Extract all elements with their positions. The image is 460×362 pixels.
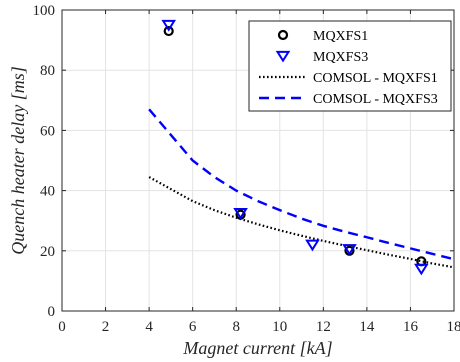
x-tick-label: 8 bbox=[232, 319, 240, 335]
data-point-mqxfs3 bbox=[161, 19, 177, 32]
y-tick-label: 40 bbox=[40, 184, 55, 200]
legend-marker-mqxfs1 bbox=[277, 29, 289, 41]
plot-frame bbox=[61, 9, 455, 312]
data-point-mqxfs3 bbox=[233, 208, 248, 220]
legend-label: MQXFS1 bbox=[313, 29, 368, 44]
x-tick-label: 4 bbox=[145, 319, 153, 335]
axis-ticks: 0 2 4 6 8 10 12 14 16 18 0 20 40 60 80 100 bbox=[33, 3, 460, 335]
data-point-mqxfs3 bbox=[305, 239, 320, 252]
x-tick-label: 14 bbox=[359, 319, 375, 335]
data-point-mqxfs1 bbox=[163, 25, 174, 37]
y-tick-label: 0 bbox=[48, 304, 56, 320]
legend-marker-mqxfs3 bbox=[275, 50, 291, 63]
legend-label: COMSOL - MQXFS1 bbox=[313, 71, 438, 86]
series-layer bbox=[148, 19, 455, 276]
x-axis-title: Magnet current [kA] bbox=[182, 338, 332, 358]
x-tick-label: 2 bbox=[102, 319, 110, 335]
x-tick-label: 18 bbox=[447, 319, 460, 335]
y-tick-label: 60 bbox=[40, 123, 55, 139]
legend-box bbox=[248, 20, 452, 112]
x-tick-label: 0 bbox=[58, 319, 66, 335]
series-line-comsol-mqxfs3 bbox=[148, 108, 455, 261]
legend-label: MQXFS3 bbox=[313, 50, 368, 65]
legend: MQXFS1 MQXFS3 COMSOL - MQXFS1 COMSOL - MQXF… bbox=[248, 20, 452, 112]
y-axis-title: Quench heater delay [ms] bbox=[8, 66, 28, 254]
x-tick-label: 12 bbox=[316, 319, 331, 335]
data-point-mqxfs3 bbox=[414, 263, 429, 276]
x-tick-label: 10 bbox=[272, 319, 287, 335]
series-line-comsol-mqxfs1 bbox=[148, 176, 455, 269]
x-tick-label: 6 bbox=[189, 319, 197, 335]
y-tick-label: 20 bbox=[40, 244, 55, 260]
data-point-mqxfs3 bbox=[342, 244, 357, 256]
y-tick-label: 80 bbox=[40, 63, 55, 79]
y-tick-label: 100 bbox=[33, 3, 56, 19]
x-tick-label: 16 bbox=[403, 319, 419, 335]
legend-label: COMSOL - MQXFS3 bbox=[313, 92, 438, 107]
